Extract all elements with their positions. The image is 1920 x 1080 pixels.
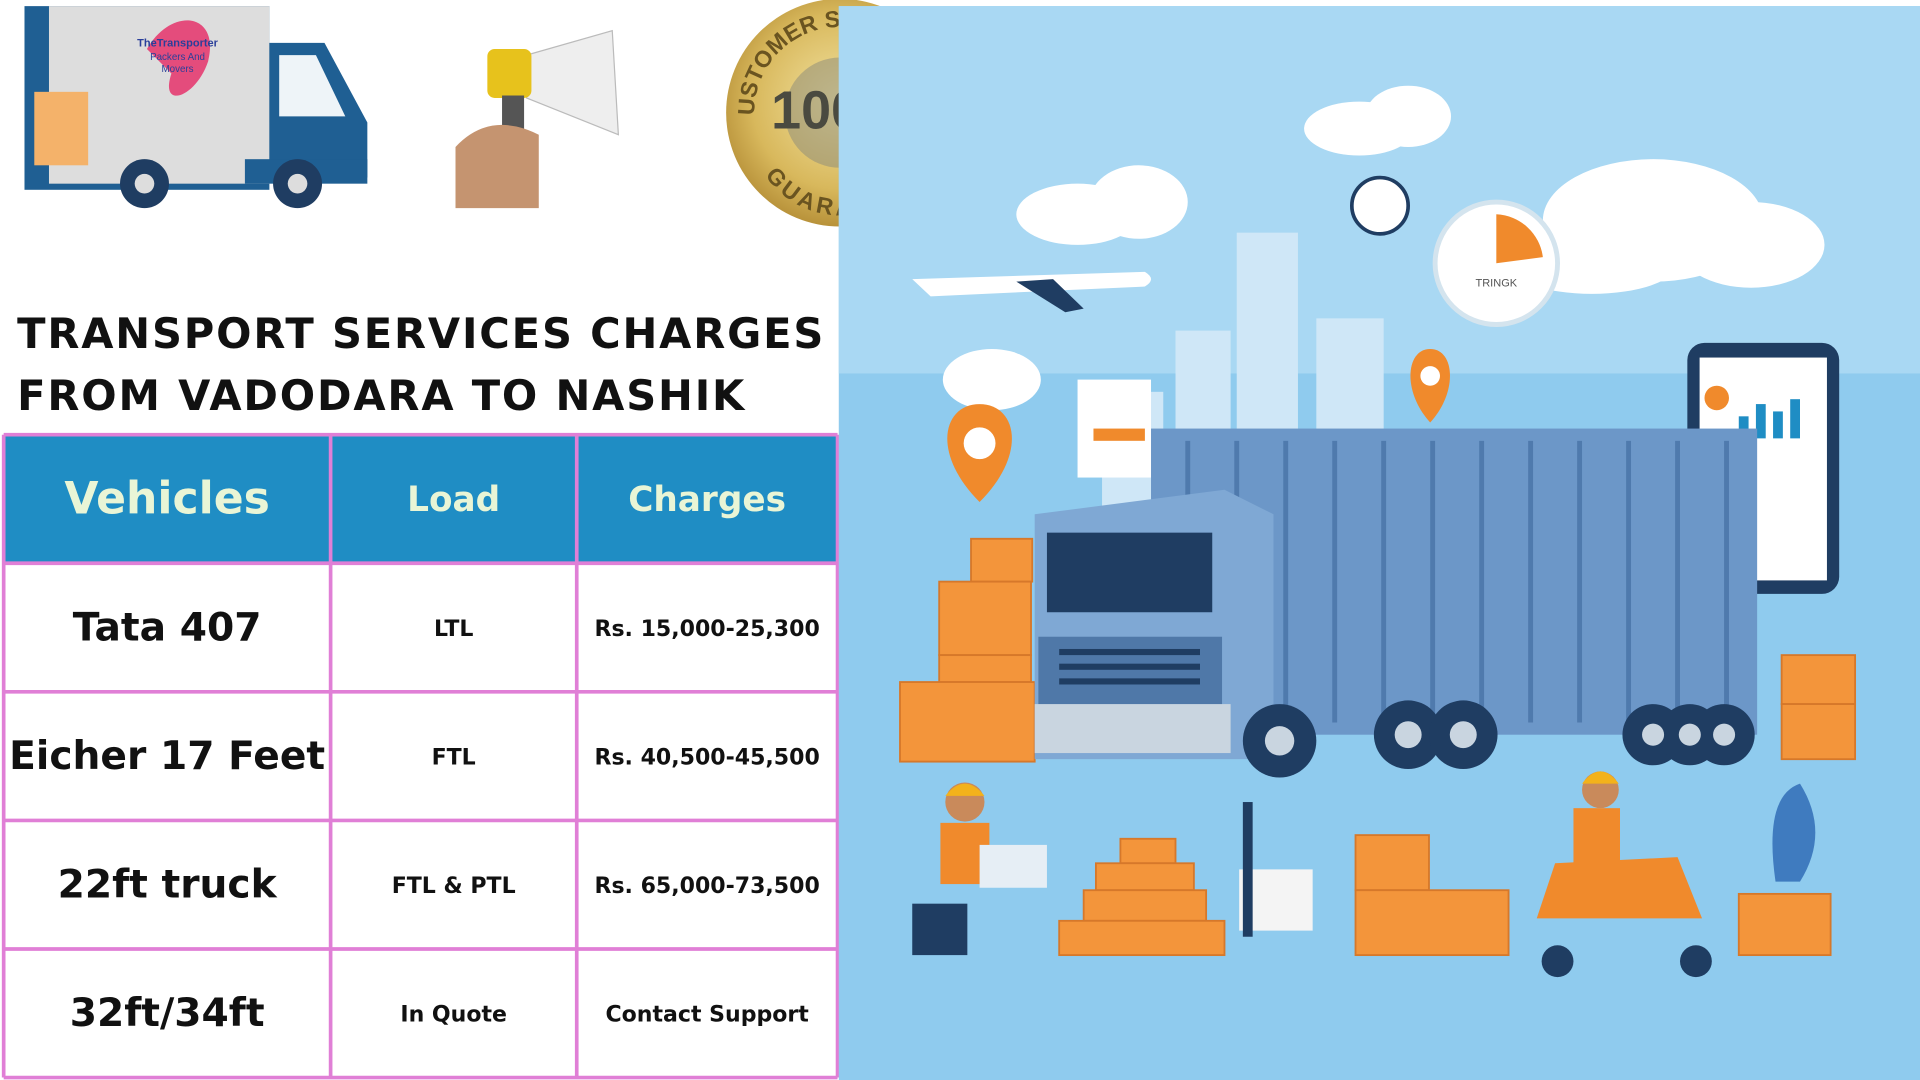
- table-header-bg: [3, 434, 838, 564]
- column-header: Load: [407, 480, 500, 520]
- table-cell: Contact Support: [606, 1003, 810, 1028]
- table-cell: Eicher 17 Feet: [9, 734, 325, 779]
- table-cell: 32ft/34ft: [70, 991, 265, 1036]
- table-cell: In Quote: [400, 1003, 507, 1028]
- table-cell: 22ft truck: [58, 863, 278, 908]
- title-line: TRANSPORT SERVICES CHARGES: [17, 309, 825, 358]
- table-cell: Rs. 40,500-45,500: [594, 746, 819, 771]
- column-header: Charges: [628, 480, 786, 520]
- title-line: FROM VADODARA TO NASHIK: [17, 371, 746, 420]
- price-table: Vehicles Load Charges Tata 407 LTL Rs. 15,000…: [1, 432, 840, 1080]
- logo-truck: TheTransporter Packers And Movers: [24, 6, 368, 209]
- column-header: Vehicles: [64, 473, 269, 524]
- table-cell: Tata 407: [73, 606, 262, 651]
- illustration: TRINGK: [838, 6, 1920, 1080]
- table-cell: FTL: [432, 746, 476, 771]
- table-cell: Rs. 15,000-25,300: [594, 617, 819, 642]
- table-cell: LTL: [434, 617, 473, 642]
- logo-text: TheTransporter: [137, 38, 219, 50]
- logo-text: Movers: [162, 64, 194, 75]
- table-cell: FTL & PTL: [392, 874, 516, 899]
- clock-label: TRINGK: [1476, 278, 1518, 290]
- table-cell: Rs. 65,000-73,500: [594, 874, 819, 899]
- logo-text: Packers And: [150, 52, 205, 63]
- megaphone: [455, 29, 620, 209]
